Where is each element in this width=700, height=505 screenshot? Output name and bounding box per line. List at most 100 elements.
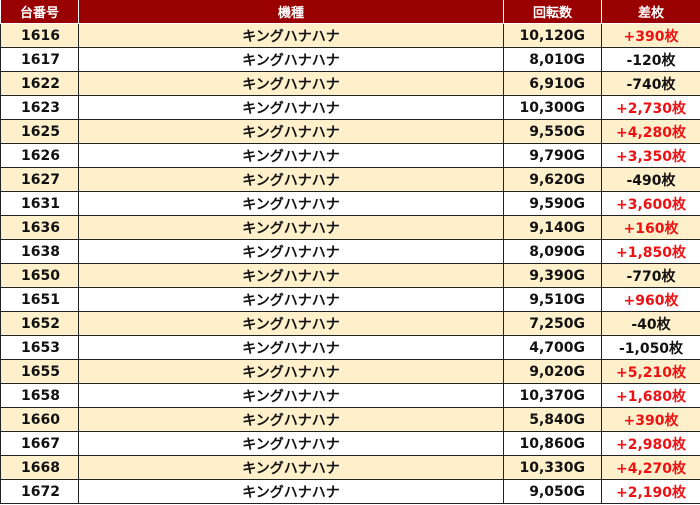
table-row: 1672 キングハナハナ 9,050G +2,190枚 [0,479,700,504]
machine-no-cell: 1631 [0,191,79,216]
diff-cell: +3,600枚 [601,191,700,216]
spins-cell: 8,010G [503,47,602,72]
table-row: 1622 キングハナハナ 6,910G -740枚 [0,71,700,96]
machine-no-cell: 1636 [0,215,79,240]
model-cell: キングハナハナ [78,287,504,312]
model-cell: キングハナハナ [78,167,504,192]
table-row: 1617 キングハナハナ 8,010G -120枚 [0,47,700,72]
model-cell: キングハナハナ [78,455,504,480]
table-row: 1625 キングハナハナ 9,550G +4,280枚 [0,119,700,144]
table-row: 1638 キングハナハナ 8,090G +1,850枚 [0,239,700,264]
diff-cell: +390枚 [601,407,700,432]
model-cell: キングハナハナ [78,71,504,96]
model-cell: キングハナハナ [78,263,504,288]
diff-cell: -120枚 [601,47,700,72]
model-cell: キングハナハナ [78,119,504,144]
spins-cell: 9,390G [503,263,602,288]
machine-no-cell: 1652 [0,311,79,336]
machine-no-cell: 1627 [0,167,79,192]
table-row: 1667 キングハナハナ 10,860G +2,980枚 [0,431,700,456]
diff-cell: -40枚 [601,311,700,336]
machine-no-cell: 1625 [0,119,79,144]
model-cell: キングハナハナ [78,23,504,48]
spins-cell: 9,590G [503,191,602,216]
spins-cell: 5,840G [503,407,602,432]
machine-no-cell: 1658 [0,383,79,408]
spins-cell: 10,370G [503,383,602,408]
model-cell: キングハナハナ [78,431,504,456]
table-row: 1650 キングハナハナ 9,390G -770枚 [0,263,700,288]
machine-no-cell: 1667 [0,431,79,456]
spins-cell: 10,300G [503,95,602,120]
model-cell: キングハナハナ [78,143,504,168]
table-row: 1626 キングハナハナ 9,790G +3,350枚 [0,143,700,168]
model-cell: キングハナハナ [78,191,504,216]
machine-no-cell: 1660 [0,407,79,432]
machine-no-cell: 1668 [0,455,79,480]
spins-cell: 9,140G [503,215,602,240]
spins-cell: 9,020G [503,359,602,384]
spins-cell: 7,250G [503,311,602,336]
table-row: 1653 キングハナハナ 4,700G -1,050枚 [0,335,700,360]
diff-cell: +2,730枚 [601,95,700,120]
machine-no-cell: 1638 [0,239,79,264]
model-cell: キングハナハナ [78,479,504,504]
diff-cell: +1,850枚 [601,239,700,264]
diff-cell: +390枚 [601,23,700,48]
header-row: 台番号 機種 回転数 差枚 [0,0,700,24]
model-cell: キングハナハナ [78,215,504,240]
table-row: 1631 キングハナハナ 9,590G +3,600枚 [0,191,700,216]
diff-cell: -1,050枚 [601,335,700,360]
machine-no-cell: 1672 [0,479,79,504]
diff-cell: +4,270枚 [601,455,700,480]
diff-cell: -490枚 [601,167,700,192]
table-row: 1668 キングハナハナ 10,330G +4,270枚 [0,455,700,480]
spins-cell: 4,700G [503,335,602,360]
table-row: 1658 キングハナハナ 10,370G +1,680枚 [0,383,700,408]
machine-no-cell: 1650 [0,263,79,288]
table-row: 1651 キングハナハナ 9,510G +960枚 [0,287,700,312]
machine-no-cell: 1617 [0,47,79,72]
model-cell: キングハナハナ [78,407,504,432]
header-machine-no: 台番号 [0,0,79,24]
spins-cell: 9,510G [503,287,602,312]
table-body: 1616 キングハナハナ 10,120G +390枚 1617 キングハナハナ 8,010G… [0,23,700,504]
table-row: 1660 キングハナハナ 5,840G +390枚 [0,407,700,432]
diff-cell: +2,980枚 [601,431,700,456]
machine-no-cell: 1626 [0,143,79,168]
table-row: 1636 キングハナハナ 9,140G +160枚 [0,215,700,240]
table-row: 1652 キングハナハナ 7,250G -40枚 [0,311,700,336]
spins-cell: 6,910G [503,71,602,96]
model-cell: キングハナハナ [78,311,504,336]
machine-no-cell: 1655 [0,359,79,384]
diff-cell: -740枚 [601,71,700,96]
table-row: 1623 キングハナハナ 10,300G +2,730枚 [0,95,700,120]
table-row: 1655 キングハナハナ 9,020G +5,210枚 [0,359,700,384]
model-cell: キングハナハナ [78,47,504,72]
header-diff: 差枚 [601,0,700,24]
spins-cell: 8,090G [503,239,602,264]
diff-cell: -770枚 [601,263,700,288]
model-cell: キングハナハナ [78,239,504,264]
header-spins: 回転数 [503,0,602,24]
diff-cell: +960枚 [601,287,700,312]
spins-cell: 9,620G [503,167,602,192]
table-row: 1627 キングハナハナ 9,620G -490枚 [0,167,700,192]
spins-cell: 10,120G [503,23,602,48]
machine-no-cell: 1623 [0,95,79,120]
diff-cell: +4,280枚 [601,119,700,144]
machine-no-cell: 1622 [0,71,79,96]
diff-cell: +3,350枚 [601,143,700,168]
machine-no-cell: 1651 [0,287,79,312]
spins-cell: 9,050G [503,479,602,504]
spins-cell: 10,330G [503,455,602,480]
spins-cell: 9,790G [503,143,602,168]
model-cell: キングハナハナ [78,383,504,408]
table-row: 1616 キングハナハナ 10,120G +390枚 [0,23,700,48]
diff-cell: +160枚 [601,215,700,240]
diff-cell: +1,680枚 [601,383,700,408]
model-cell: キングハナハナ [78,95,504,120]
diff-cell: +2,190枚 [601,479,700,504]
header-model: 機種 [78,0,504,24]
